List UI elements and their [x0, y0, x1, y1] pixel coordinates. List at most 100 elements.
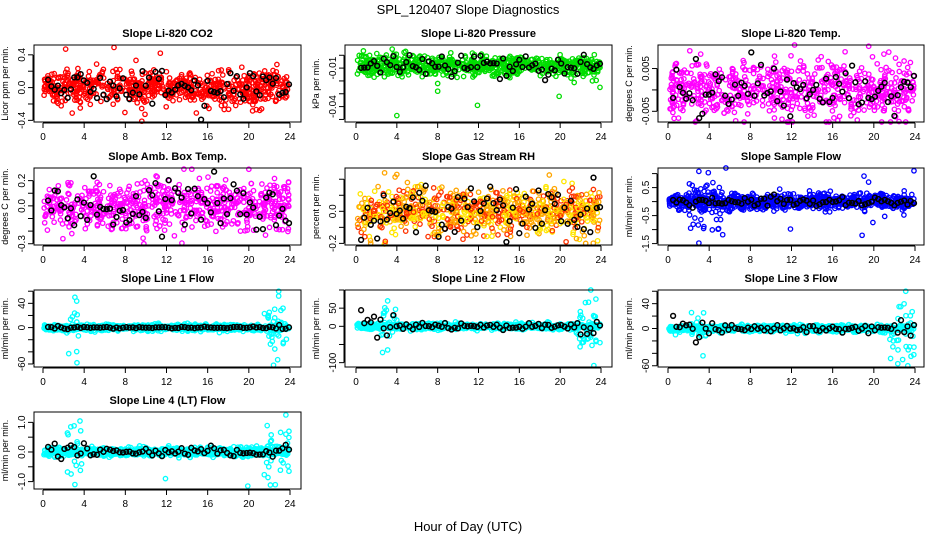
data-point	[129, 71, 135, 77]
hourly-mean-point	[285, 219, 293, 227]
data-point	[262, 232, 269, 238]
hourly-mean-point	[259, 225, 267, 233]
y-tick-label: -1.5	[641, 235, 652, 253]
data-point	[176, 96, 183, 103]
hourly-mean-point	[106, 205, 114, 212]
data-point	[51, 70, 58, 77]
hourly-mean-point	[126, 96, 133, 103]
data-point	[850, 109, 857, 116]
hourly-mean-point	[419, 55, 426, 63]
data-point	[187, 72, 194, 78]
hourly-mean-point	[67, 86, 75, 93]
data-point	[694, 62, 700, 68]
data-point	[161, 227, 168, 234]
data-point	[501, 68, 508, 75]
data-point	[881, 213, 888, 220]
data-point	[683, 69, 690, 76]
hourly-mean-point	[210, 88, 218, 96]
data-point	[152, 80, 159, 87]
x-tick-label: 12	[786, 255, 798, 266]
data-point	[909, 97, 916, 104]
data-point	[815, 57, 822, 63]
hourly-mean-point	[718, 74, 726, 81]
hourly-mean-point	[813, 81, 820, 89]
data-point	[878, 66, 884, 73]
hourly-mean-point	[129, 210, 136, 218]
data-point	[189, 224, 195, 230]
hourly-mean-point	[744, 90, 752, 97]
x-tick-label: 20	[868, 132, 880, 143]
hourly-mean-point	[862, 78, 869, 85]
hourly-mean-point	[907, 83, 914, 91]
hourly-mean-point	[580, 51, 587, 58]
hourly-mean-point	[822, 75, 830, 82]
data-point	[692, 215, 698, 221]
hourly-mean-point	[777, 88, 784, 95]
data-point	[822, 209, 829, 215]
data-point	[495, 232, 501, 238]
data-point	[590, 186, 597, 193]
data-point	[100, 188, 107, 195]
hourly-mean-point	[48, 83, 55, 90]
data-point	[716, 184, 723, 191]
hourly-mean-point	[217, 87, 224, 95]
data-point	[221, 106, 228, 113]
data-point	[142, 111, 148, 118]
data-point	[787, 75, 793, 82]
data-point	[706, 100, 713, 107]
hourly-mean-point	[285, 81, 293, 88]
hourly-mean-point	[165, 177, 172, 184]
x-tick-label: 20	[555, 255, 567, 266]
hourly-mean-point	[842, 70, 849, 77]
x-tick-label: 0	[40, 132, 46, 143]
x-tick-label: 4	[81, 255, 87, 266]
hourly-mean-point	[689, 204, 696, 211]
data-point	[218, 102, 225, 109]
data-point	[901, 70, 908, 77]
data-point	[285, 228, 291, 235]
figure-title: SPL_120407 Slope Diagnostics	[377, 2, 560, 17]
hourly-mean-point	[412, 229, 420, 236]
hourly-mean-point	[162, 91, 169, 99]
panel-title: Slope Line 1 Flow	[121, 273, 214, 285]
data-point	[838, 76, 845, 82]
data-point	[850, 86, 856, 92]
hourly-mean-point	[403, 58, 410, 66]
hourly-mean-point	[875, 87, 882, 94]
hourly-mean-point	[751, 92, 758, 99]
hourly-mean-point	[184, 185, 192, 193]
x-tick-label: 4	[394, 132, 400, 143]
data-point	[430, 185, 437, 191]
hourly-mean-point	[551, 67, 558, 74]
hourly-mean-point	[487, 183, 494, 190]
data-point	[901, 90, 908, 96]
y-tick-label: 0.5	[641, 180, 652, 194]
x-tick-label: 20	[243, 255, 255, 266]
hourly-mean-point	[506, 63, 513, 70]
hourly-mean-point	[709, 89, 716, 96]
hourly-mean-point	[596, 60, 604, 67]
data-point	[141, 93, 148, 100]
hourly-mean-point	[110, 82, 117, 89]
data-point	[213, 228, 219, 235]
hourly-mean-point	[393, 63, 400, 71]
data-point	[699, 92, 706, 99]
x-tick-label: 12	[161, 132, 173, 143]
hourly-mean-point	[676, 83, 683, 91]
data-point	[117, 82, 123, 88]
data-point	[772, 59, 779, 65]
data-point	[878, 93, 885, 100]
data-point	[356, 52, 363, 59]
hourly-mean-point	[809, 86, 817, 94]
hourly-mean-point	[399, 64, 407, 71]
data-point	[896, 68, 903, 75]
x-tick-label: 0	[665, 255, 671, 266]
data-point	[246, 98, 253, 105]
data-point	[196, 91, 203, 97]
hourly-mean-point	[282, 88, 289, 96]
data-point	[387, 69, 394, 76]
data-point	[901, 212, 907, 218]
hourly-mean-point	[819, 99, 826, 106]
hourly-mean-point	[519, 63, 526, 71]
hourly-mean-point	[835, 80, 843, 87]
